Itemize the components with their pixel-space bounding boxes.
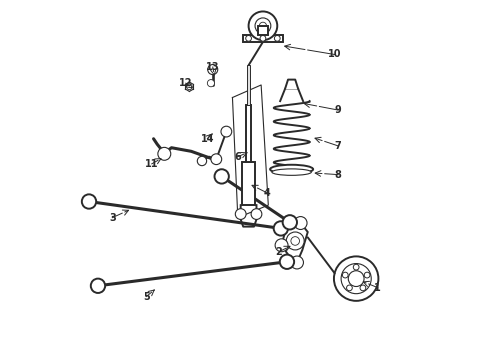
Text: 2: 2 <box>276 247 282 257</box>
Text: 10: 10 <box>328 49 342 59</box>
Circle shape <box>187 84 192 90</box>
Circle shape <box>197 156 207 166</box>
Circle shape <box>255 18 271 34</box>
Circle shape <box>158 147 171 160</box>
Bar <box>246 105 251 162</box>
Polygon shape <box>280 89 303 101</box>
Text: 14: 14 <box>200 134 214 144</box>
Bar <box>247 65 250 105</box>
Circle shape <box>245 36 251 41</box>
Text: 7: 7 <box>335 141 342 151</box>
Ellipse shape <box>270 165 313 174</box>
Circle shape <box>215 169 229 184</box>
Circle shape <box>260 36 266 41</box>
Text: 4: 4 <box>263 188 270 198</box>
Circle shape <box>207 80 215 87</box>
Bar <box>258 26 269 35</box>
Circle shape <box>291 256 303 269</box>
Circle shape <box>283 215 297 229</box>
Ellipse shape <box>272 169 311 175</box>
Circle shape <box>221 126 232 137</box>
Circle shape <box>275 239 288 252</box>
Text: 13: 13 <box>206 62 220 72</box>
Text: 1: 1 <box>374 283 381 293</box>
Circle shape <box>274 36 280 41</box>
Text: 5: 5 <box>143 292 150 302</box>
Polygon shape <box>285 80 298 89</box>
Circle shape <box>346 285 352 291</box>
Circle shape <box>251 209 262 220</box>
Bar <box>242 162 255 205</box>
Text: 6: 6 <box>234 152 241 162</box>
Circle shape <box>235 209 246 220</box>
Circle shape <box>91 279 105 293</box>
Text: 11: 11 <box>145 159 158 169</box>
Text: 8: 8 <box>335 170 342 180</box>
Text: 3: 3 <box>109 213 116 222</box>
Circle shape <box>211 154 221 165</box>
Text: 12: 12 <box>179 78 193 88</box>
Circle shape <box>343 272 348 278</box>
Circle shape <box>280 255 294 269</box>
Circle shape <box>286 232 304 250</box>
Circle shape <box>274 221 288 235</box>
Circle shape <box>294 217 307 229</box>
Circle shape <box>364 272 370 278</box>
Circle shape <box>360 285 366 291</box>
Circle shape <box>248 12 277 40</box>
Circle shape <box>291 237 299 245</box>
Circle shape <box>82 194 96 209</box>
Bar <box>243 35 283 42</box>
Circle shape <box>208 64 218 75</box>
Text: 9: 9 <box>335 105 342 115</box>
Circle shape <box>259 22 267 30</box>
Circle shape <box>353 264 359 270</box>
